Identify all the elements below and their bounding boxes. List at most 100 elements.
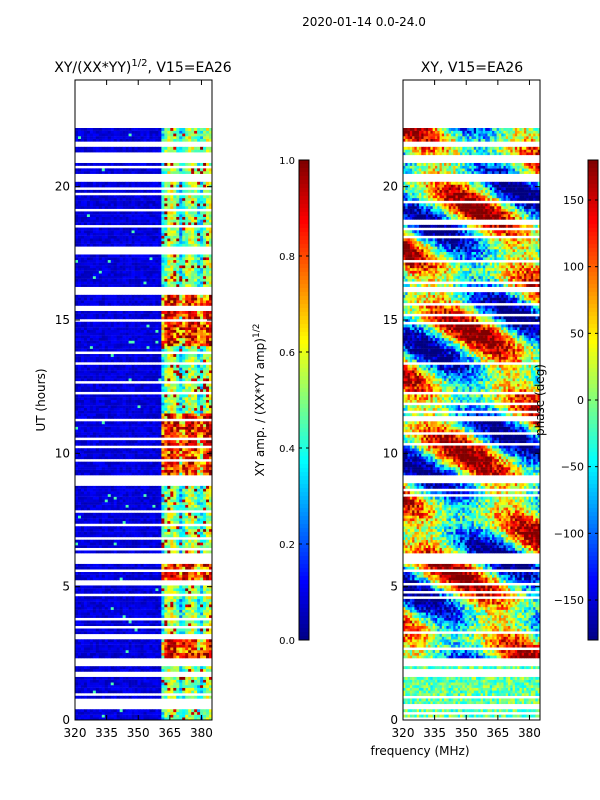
- heatmap-cell: [92, 566, 97, 570]
- heatmap-cell: [143, 345, 147, 349]
- heatmap-cell: [119, 440, 123, 444]
- heatmap-cell: [113, 354, 117, 357]
- heatmap-cell: [134, 432, 138, 435]
- heatmap-cell: [83, 566, 88, 570]
- heatmap-cell: [185, 623, 189, 627]
- heatmap-cell: [170, 676, 174, 680]
- heatmap-cell: [86, 378, 91, 382]
- heatmap-cell: [191, 359, 195, 363]
- heatmap-cell: [75, 604, 79, 608]
- heatmap-cell: [122, 585, 126, 589]
- heatmap-cell: [203, 615, 207, 618]
- heatmap-cell: [197, 620, 201, 624]
- heatmap-cell: [101, 604, 106, 608]
- heatmap-cell: [137, 429, 141, 433]
- heatmap-cell: [167, 590, 171, 594]
- heatmap-cell: [101, 432, 106, 435]
- heatmap-cell: [146, 639, 150, 643]
- heatmap-cell: [143, 399, 147, 403]
- heatmap-cell: [95, 666, 100, 670]
- heatmap-cell: [119, 383, 123, 387]
- heatmap-cell: [104, 354, 109, 357]
- heatmap-cell: [149, 596, 153, 600]
- heatmap-cell: [152, 496, 156, 500]
- heatmap-cell: [170, 615, 174, 618]
- heatmap-cell: [164, 606, 168, 610]
- heatmap-cell: [134, 563, 138, 567]
- heatmap-cell: [86, 545, 91, 548]
- heatmap-cell: [158, 359, 162, 363]
- heatmap-cell: [110, 668, 115, 672]
- heatmap-cell: [95, 456, 100, 460]
- heatmap-cell: [119, 623, 123, 627]
- heatmap-cell: [176, 485, 180, 489]
- heatmap-cell: [77, 507, 82, 511]
- heatmap-cell: [149, 324, 153, 328]
- heatmap-cell: [179, 493, 183, 497]
- heatmap-cell: [197, 337, 201, 341]
- heatmap-cell: [131, 542, 135, 546]
- heatmap-cell: [176, 370, 180, 374]
- heatmap-cell: [155, 426, 159, 430]
- heatmap-cell: [128, 598, 132, 602]
- heatmap-cell: [152, 609, 156, 613]
- heatmap-cell: [137, 687, 141, 691]
- heatmap-cell: [98, 356, 103, 360]
- heatmap-cell: [116, 572, 120, 575]
- heatmap-cell: [191, 329, 195, 333]
- heatmap-cell: [194, 572, 198, 575]
- heatmap-cell: [200, 709, 204, 713]
- heatmap-cell: [173, 679, 177, 683]
- heatmap-cell: [176, 356, 180, 360]
- heatmap-cell: [176, 472, 180, 476]
- heatmap-cell: [89, 488, 94, 492]
- heatmap-cell: [197, 647, 201, 651]
- heatmap-cell: [188, 372, 192, 376]
- heatmap-cell: [158, 383, 162, 387]
- heatmap-cell: [77, 601, 82, 605]
- heatmap-cell: [101, 588, 106, 592]
- heatmap-cell: [116, 526, 120, 530]
- heatmap-cell: [152, 539, 156, 543]
- heatmap-cell: [149, 364, 153, 368]
- heatmap-cell: [185, 604, 189, 608]
- heatmap-cell: [125, 469, 129, 473]
- heatmap-cell: [116, 359, 120, 363]
- heatmap-cell: [194, 337, 198, 341]
- heatmap-cell: [128, 424, 132, 427]
- heatmap-cell: [95, 628, 100, 632]
- heatmap-cell: [209, 615, 213, 618]
- heatmap-cell: [83, 493, 88, 497]
- heatmap-cell: [170, 335, 174, 339]
- heatmap-cell: [209, 709, 213, 713]
- heatmap-cell: [152, 531, 156, 535]
- heatmap-cell: [98, 687, 103, 691]
- heatmap-cell: [125, 367, 129, 371]
- heatmap-cell: [185, 370, 189, 374]
- heatmap-cell: [188, 440, 192, 444]
- heatmap-cell: [119, 359, 123, 363]
- heatmap-cell: [200, 440, 204, 444]
- heatmap-cell: [125, 424, 129, 427]
- heatmap-cell: [164, 397, 168, 400]
- heatmap-cell: [185, 676, 189, 680]
- heatmap-cell: [206, 399, 210, 403]
- heatmap-cell: [125, 496, 129, 500]
- heatmap-cell: [75, 378, 79, 382]
- heatmap-cell: [191, 389, 195, 392]
- heatmap-cell: [164, 383, 168, 387]
- heatmap-cell: [185, 386, 189, 390]
- heatmap-cell: [110, 493, 115, 497]
- heatmap-cell: [86, 520, 91, 524]
- heatmap-cell: [128, 472, 132, 476]
- heatmap-cell: [95, 453, 100, 457]
- heatmap-cell: [152, 695, 156, 699]
- heatmap-cell: [119, 394, 123, 398]
- heatmap-cell: [176, 650, 180, 653]
- heatmap-cell: [158, 378, 162, 382]
- heatmap-cell: [176, 496, 180, 500]
- heatmap-cell: [176, 615, 180, 618]
- heatmap-cell: [167, 397, 171, 400]
- heatmap-cell: [146, 666, 150, 670]
- heatmap-cell: [209, 370, 213, 374]
